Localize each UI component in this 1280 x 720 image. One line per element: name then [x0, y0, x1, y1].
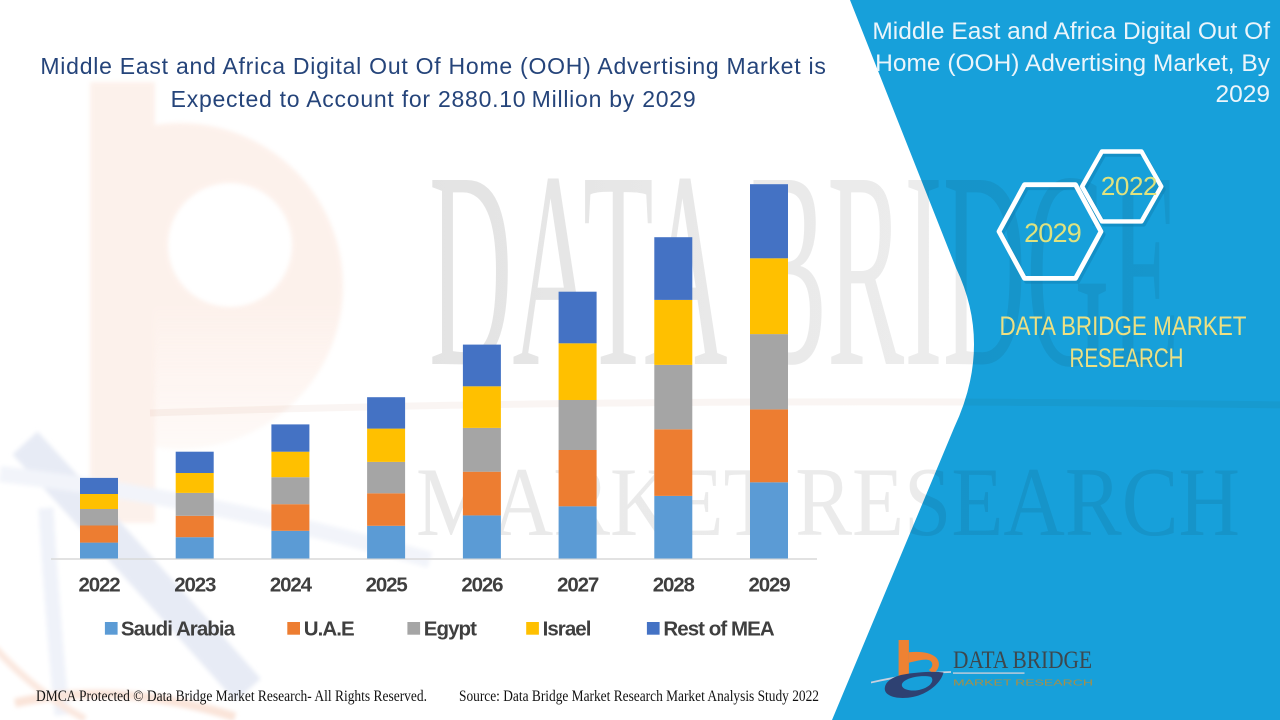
- svg-text:Saudi Arabia: Saudi Arabia: [121, 618, 236, 641]
- svg-text:DATA BRIDGE: DATA BRIDGE: [953, 647, 1092, 674]
- svg-text:Source: Data Bridge Market Res: Source: Data Bridge Market Research Mark…: [459, 688, 819, 705]
- svg-text:RESEARCH: RESEARCH: [1070, 343, 1184, 373]
- svg-text:MARKET RESEARCH: MARKET RESEARCH: [953, 679, 1093, 688]
- svg-text:2029: 2029: [748, 574, 790, 597]
- svg-text:2023: 2023: [174, 574, 216, 597]
- svg-text:DATA BRIDGE: DATA BRIDGE: [429, 114, 1180, 425]
- svg-text:U.A.E: U.A.E: [304, 618, 354, 641]
- svg-text:MARKET RESEARCH: MARKET RESEARCH: [416, 448, 1240, 557]
- svg-text:2026: 2026: [461, 574, 503, 597]
- svg-text:2025: 2025: [366, 574, 408, 597]
- svg-text:DATA BRIDGE MARKET: DATA BRIDGE MARKET: [1000, 311, 1247, 341]
- svg-text:Egypt: Egypt: [424, 618, 477, 641]
- svg-text:Rest of MEA: Rest of MEA: [663, 618, 774, 641]
- svg-text:2027: 2027: [557, 574, 599, 597]
- svg-text:2022: 2022: [78, 574, 120, 597]
- svg-text:DMCA Protected © Data Bridge M: DMCA Protected © Data Bridge Market Rese…: [36, 688, 427, 705]
- svg-text:2028: 2028: [653, 574, 695, 597]
- svg-text:Israel: Israel: [543, 618, 591, 641]
- svg-text:2024: 2024: [270, 574, 313, 597]
- svg-text:2022: 2022: [1101, 171, 1157, 201]
- svg-text:2029: 2029: [1024, 218, 1081, 248]
